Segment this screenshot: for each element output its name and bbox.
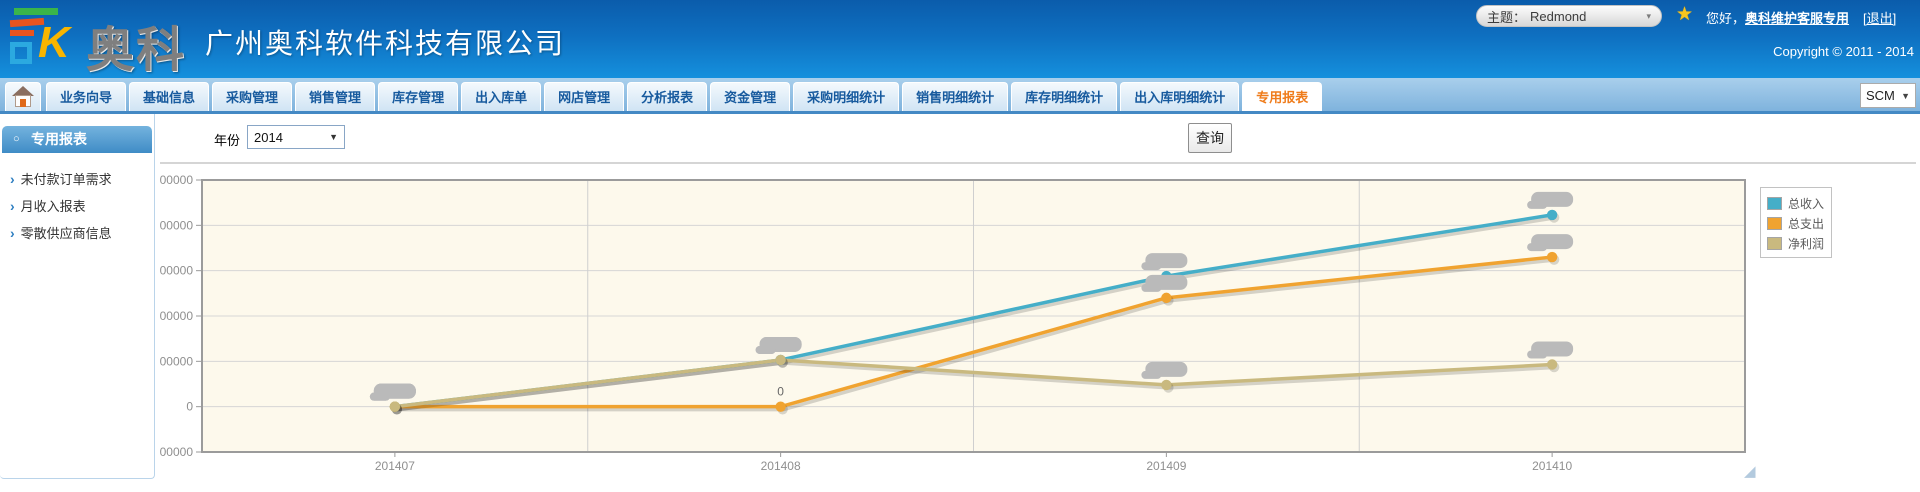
logo-text: 奥科 — [86, 24, 187, 77]
tab-inout-orders[interactable]: 出入库单 — [461, 82, 542, 111]
sidebar-item-monthly-income-report[interactable]: › 月收入报表 — [0, 193, 150, 220]
svg-text:201410: 201410 — [1532, 459, 1572, 473]
user-greeting: 您好，奥科维护客服专用 [退出] — [1706, 8, 1896, 27]
favorite-star-icon[interactable]: ★ — [1676, 4, 1694, 25]
sidebar-items: › 未付款订单需求 › 月收入报表 › 零散供应商信息 — [0, 166, 150, 247]
svg-text:100000: 100000 — [160, 354, 193, 368]
scm-value: SCM — [1866, 88, 1895, 103]
sidebar-item-unpaid-orders[interactable]: › 未付款订单需求 — [0, 166, 150, 193]
legend-label: 净利润 — [1788, 236, 1825, 251]
company-logo-icon: K — [8, 4, 80, 74]
line-chart: -100000 0 100000 200000 300000 400000 500000 20… — [160, 162, 1916, 473]
legend-label: 总支出 — [1788, 216, 1825, 231]
logo-green-bar — [14, 8, 58, 15]
year-value: 2014 — [254, 129, 283, 145]
tab-inventory-detail-stats[interactable]: 库存明细统计 — [1011, 82, 1118, 111]
company-name: 广州奥科软件科技有限公司 — [205, 28, 566, 59]
logo-blue-square — [10, 42, 32, 64]
tab-business-guide[interactable]: 业务向导 — [46, 82, 127, 111]
theme-label: 主题： — [1487, 9, 1527, 25]
tab-inventory-mgmt[interactable]: 库存管理 — [378, 82, 459, 111]
theme-value: Redmond — [1530, 8, 1587, 24]
legend-swatch-tan — [1767, 236, 1782, 250]
chart-legend: 总收入 总支出 净利润 — [1760, 187, 1833, 258]
logo-k-glyph: K — [38, 18, 70, 67]
svg-text:201409: 201409 — [1146, 459, 1186, 473]
svg-text:300000: 300000 — [160, 264, 193, 278]
sidebar: ○ 专用报表 › 未付款订单需求 › 月收入报表 › 零散供应商信息 — [0, 114, 155, 479]
chevron-down-icon: ▾ — [1646, 10, 1651, 21]
circle-bullet-icon: ○ — [13, 133, 20, 145]
legend-swatch-orange — [1767, 216, 1782, 230]
app-header: K 奥科 广州奥科软件科技有限公司 主题： Redmond ▾ ★ 您好，奥科维… — [0, 0, 1920, 78]
tab-inout-detail-stats[interactable]: 出入库明细统计 — [1120, 82, 1240, 111]
tab-basic-info[interactable]: 基础信息 — [129, 82, 210, 111]
main-nav: 业务向导 基础信息 采购管理 销售管理 库存管理 出入库单 网店管理 分析报表 … — [0, 78, 1920, 114]
svg-text:0: 0 — [186, 400, 193, 414]
legend-item-total-expense: 总支出 — [1767, 213, 1824, 233]
greeting-prefix: 您好， — [1706, 11, 1746, 26]
legend-swatch-teal — [1767, 196, 1782, 210]
resize-handle-icon[interactable]: ◢ — [1744, 463, 1756, 480]
sidebar-item-misc-suppliers[interactable]: › 零散供应商信息 — [0, 220, 150, 247]
username-link[interactable]: 奥科维护客服专用 — [1745, 11, 1850, 26]
legend-item-total-income: 总收入 — [1767, 193, 1824, 213]
home-icon — [12, 86, 34, 108]
nav-tabs: 业务向导 基础信息 采购管理 销售管理 库存管理 出入库单 网店管理 分析报表 … — [46, 82, 1323, 111]
tab-analysis-reports[interactable]: 分析报表 — [627, 82, 708, 111]
logo-orange-bar2 — [10, 30, 34, 36]
tab-special-reports[interactable]: 专用报表 — [1242, 82, 1323, 111]
svg-text:-100000: -100000 — [160, 445, 193, 459]
home-button[interactable] — [5, 82, 41, 111]
svg-text:201407: 201407 — [375, 459, 415, 473]
tab-purchase-detail-stats[interactable]: 采购明细统计 — [793, 82, 900, 111]
svg-text:200000: 200000 — [160, 309, 193, 323]
svg-text:500000: 500000 — [160, 173, 193, 187]
copyright-text: Copyright © 2011 - 2014 — [1773, 44, 1914, 59]
sidebar-header-special-reports[interactable]: ○ 专用报表 — [2, 126, 152, 153]
sidebar-item-label: 未付款订单需求 — [20, 172, 112, 187]
tab-online-store-mgmt[interactable]: 网店管理 — [544, 82, 625, 111]
arrow-right-icon: › — [10, 171, 15, 187]
scm-module-select[interactable]: SCM ▼ — [1860, 83, 1916, 108]
svg-text:400000: 400000 — [160, 218, 193, 232]
svg-text:0: 0 — [777, 385, 784, 399]
query-button[interactable]: 查询 — [1188, 123, 1232, 153]
year-label: 年份 — [214, 133, 241, 148]
sidebar-title: 专用报表 — [31, 131, 87, 147]
tab-sales-detail-stats[interactable]: 销售明细统计 — [902, 82, 1009, 111]
tab-purchase-mgmt[interactable]: 采购管理 — [212, 82, 293, 111]
arrow-right-icon: › — [10, 225, 15, 241]
logout-link[interactable]: [退出] — [1863, 11, 1897, 26]
chevron-down-icon: ▼ — [1901, 90, 1910, 101]
arrow-right-icon: › — [10, 198, 15, 214]
legend-item-net-profit: 净利润 — [1767, 233, 1824, 253]
tab-funds-mgmt[interactable]: 资金管理 — [710, 82, 791, 111]
theme-select[interactable]: 主题： Redmond ▾ — [1476, 5, 1662, 27]
tab-sales-mgmt[interactable]: 销售管理 — [295, 82, 376, 111]
chevron-down-icon: ▼ — [329, 132, 338, 142]
sidebar-item-label: 月收入报表 — [20, 199, 86, 214]
year-select[interactable]: 2014 ▼ — [247, 125, 345, 149]
svg-text:201408: 201408 — [761, 459, 801, 473]
legend-label: 总收入 — [1788, 196, 1825, 211]
sidebar-item-label: 零散供应商信息 — [20, 226, 112, 241]
